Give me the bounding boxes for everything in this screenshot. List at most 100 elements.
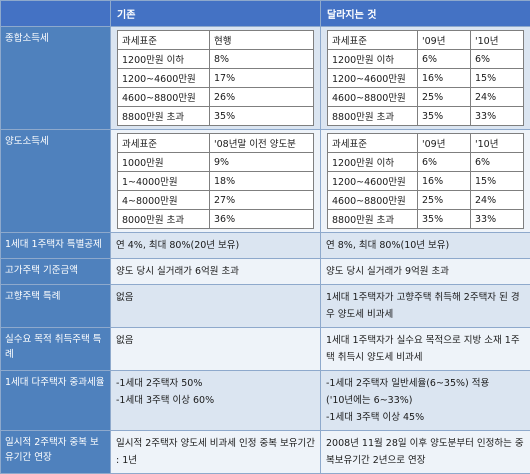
table-cell: 25% [418,88,471,107]
table-cell: 4600~8800만원 [328,88,418,107]
multi-after: -1세대 2주택자 일반세율(6~35%) 적용 ('10년에는 6~33%) … [321,371,530,431]
table-cell: 35% [418,107,471,126]
table-header-cell: '08년말 이전 양도분 [210,134,314,153]
comparison-table-container: 기존 달라지는 것 종합소득세 과세표준 현행 1200만원 이하 8% 120… [0,0,530,462]
table-row: 1200만원 이하 6% 6% [328,153,524,172]
table-cell: 9% [210,153,314,172]
luxury-after: 양도 당시 실거래가 9억원 초과 [321,259,530,285]
table-cell: 35% [210,107,314,126]
transfer-tax-after-table: 과세표준 '09년 '10년 1200만원 이하 6% 6% 1200~4600… [327,133,524,229]
table-row: 8800만원 초과 35% 33% [328,107,524,126]
multi-before: -1세대 2주택자 50% -1세대 3주택 이상 60% [111,371,321,431]
income-tax-before-cell: 과세표준 현행 1200만원 이하 8% 1200~4600만원 17% 460… [111,27,321,130]
transfer-tax-after-cell: 과세표준 '09년 '10년 1200만원 이하 6% 6% 1200~4600… [321,130,530,233]
temporary-before: 일시적 2주택자 양도세 비과세 인정 중복 보유기간 : 1년 [111,431,321,474]
temporary-after: 2008년 11월 28일 이후 양도분부터 인정하는 중복보유기간 2년으로 … [321,431,530,474]
table-cell: 8000만원 초과 [118,210,210,229]
table-cell: 24% [471,88,524,107]
table-cell: 4600~8800만원 [328,191,418,210]
actual-demand-before: 없음 [111,328,321,371]
table-header-cell: 과세표준 [118,134,210,153]
table-cell: 8% [210,50,314,69]
row-transfer-tax: 양도소득세 과세표준 '08년말 이전 양도분 1000만원 9% 1~4000… [1,130,530,233]
header-after: 달라지는 것 [321,1,530,27]
row-income-tax: 종합소득세 과세표준 현행 1200만원 이하 8% 1200~4600만원 1… [1,27,530,130]
table-row: 1200~4600만원 17% [118,69,314,88]
table-cell: 15% [471,172,524,191]
label-transfer-tax: 양도소득세 [1,130,111,233]
label-luxury: 고가주택 기준금액 [1,259,111,285]
table-row: 8800만원 초과 35% [118,107,314,126]
multi-after-line: -1세대 2주택자 일반세율(6~35%) 적용 [326,375,525,392]
multi-before-line: -1세대 2주택자 50% [116,375,315,392]
multi-after-line: -1세대 3주택 이상 45% [326,409,525,426]
label-hometown: 고향주택 특례 [1,285,111,328]
label-temporary: 일시적 2주택자 중복 보유기간 연장 [1,431,111,474]
table-header-cell: 과세표준 [328,31,418,50]
table-row: 1~4000만원 18% [118,172,314,191]
table-cell: 36% [210,210,314,229]
table-row: 1200만원 이하 6% 6% [328,50,524,69]
row-temporary: 일시적 2주택자 중복 보유기간 연장 일시적 2주택자 양도세 비과세 인정 … [1,431,530,474]
table-cell: 27% [210,191,314,210]
table-cell: 1200~4600만원 [118,69,210,88]
income-tax-before-table: 과세표준 현행 1200만원 이하 8% 1200~4600만원 17% 460… [117,30,314,126]
header-blank [1,1,111,27]
header-before: 기존 [111,1,321,27]
table-row: 과세표준 '09년 '10년 [328,31,524,50]
label-income-tax: 종합소득세 [1,27,111,130]
transfer-tax-before-cell: 과세표준 '08년말 이전 양도분 1000만원 9% 1~4000만원 18%… [111,130,321,233]
label-one-house: 1세대 1주택자 특별공제 [1,233,111,259]
table-cell: 35% [418,210,471,229]
table-cell: 4600~8800만원 [118,88,210,107]
table-cell: 1200만원 이하 [328,50,418,69]
hometown-after: 1세대 1주택자가 고향주택 취득해 2주택자 된 경우 양도세 비과세 [321,285,530,328]
luxury-before: 양도 당시 실거래가 6억원 초과 [111,259,321,285]
table-cell: 8800만원 초과 [328,107,418,126]
row-luxury: 고가주택 기준금액 양도 당시 실거래가 6억원 초과 양도 당시 실거래가 9… [1,259,530,285]
table-cell: 6% [418,153,471,172]
table-cell: 6% [418,50,471,69]
hometown-before: 없음 [111,285,321,328]
table-cell: 1~4000만원 [118,172,210,191]
income-tax-after-table: 과세표준 '09년 '10년 1200만원 이하 6% 6% 1200~4600… [327,30,524,126]
table-row: 과세표준 현행 [118,31,314,50]
table-header-cell: '10년 [471,31,524,50]
one-house-after: 연 8%, 최대 80%(10년 보유) [321,233,530,259]
table-row: 8000만원 초과 36% [118,210,314,229]
income-tax-after-cell: 과세표준 '09년 '10년 1200만원 이하 6% 6% 1200~4600… [321,27,530,130]
multi-before-line: -1세대 3주택 이상 60% [116,392,315,409]
label-actual-demand: 실수요 목적 취득주택 특례 [1,328,111,371]
table-cell: 6% [471,50,524,69]
header-row: 기존 달라지는 것 [1,1,530,27]
multi-after-line: ('10년에는 6~33%) [326,392,525,409]
table-cell: 17% [210,69,314,88]
table-cell: 16% [418,69,471,88]
table-row: 과세표준 '09년 '10년 [328,134,524,153]
actual-demand-after: 1세대 1주택자가 실수요 목적으로 지방 소재 1주택 취득시 양도세 비과세 [321,328,530,371]
table-cell: 4~8000만원 [118,191,210,210]
table-row: 4~8000만원 27% [118,191,314,210]
table-cell: 18% [210,172,314,191]
table-row: 과세표준 '08년말 이전 양도분 [118,134,314,153]
table-row: 4600~8800만원 26% [118,88,314,107]
table-row: 1200~4600만원 16% 15% [328,69,524,88]
table-row: 1000만원 9% [118,153,314,172]
table-cell: 8800만원 초과 [118,107,210,126]
table-header-cell: 과세표준 [118,31,210,50]
table-header-cell: 과세표준 [328,134,418,153]
table-cell: 1200~4600만원 [328,69,418,88]
row-multi: 1세대 다주택자 중과세율 -1세대 2주택자 50% -1세대 3주택 이상 … [1,371,530,431]
table-cell: 24% [471,191,524,210]
table-cell: 1200만원 이하 [118,50,210,69]
table-header-cell: 현행 [210,31,314,50]
table-cell: 1200~4600만원 [328,172,418,191]
label-multi: 1세대 다주택자 중과세율 [1,371,111,431]
table-cell: 26% [210,88,314,107]
table-cell: 1200만원 이하 [328,153,418,172]
table-cell: 16% [418,172,471,191]
table-cell: 25% [418,191,471,210]
table-header-cell: '10년 [471,134,524,153]
table-cell: 1000만원 [118,153,210,172]
